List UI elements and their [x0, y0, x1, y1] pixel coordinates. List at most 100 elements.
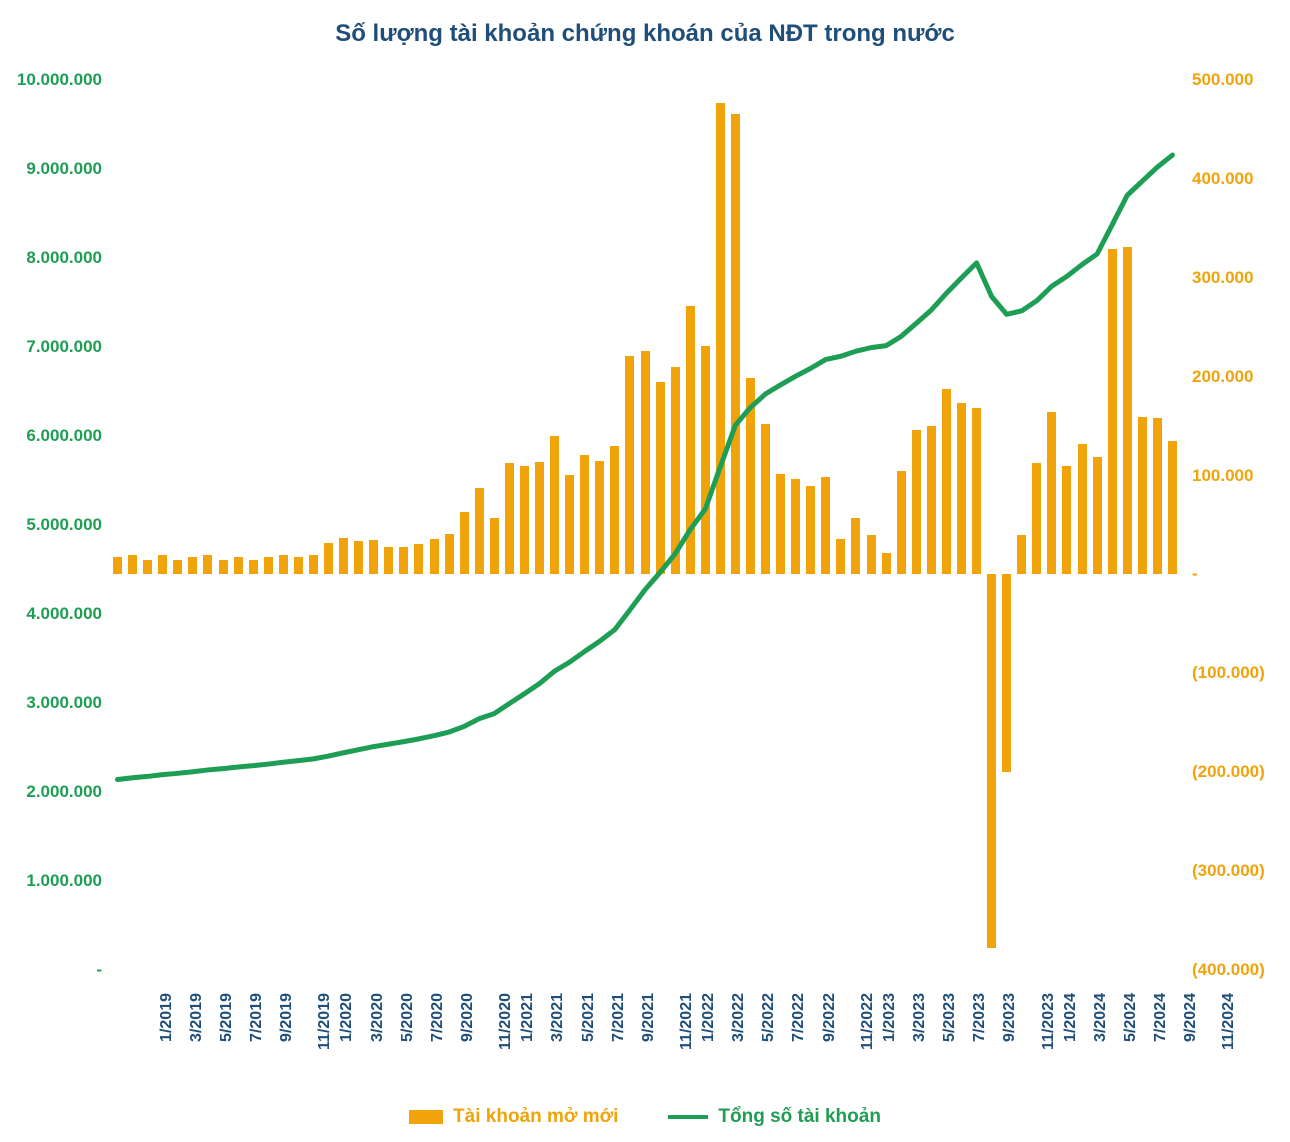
bar [219, 560, 228, 575]
y-left-tick-label: - [96, 960, 102, 980]
bar [324, 543, 333, 575]
bar [279, 555, 288, 575]
x-tick-label: 1/2022 [700, 993, 718, 1042]
bar [1047, 412, 1056, 574]
bar [505, 463, 514, 575]
y-left-tick-label: 6.000.000 [26, 426, 102, 446]
bar [445, 534, 454, 575]
bar [701, 346, 710, 574]
x-tick-label: 1/2023 [881, 993, 899, 1042]
y-left-tick-label: 8.000.000 [26, 248, 102, 268]
chart-title: Số lượng tài khoản chứng khoán của NĐT t… [0, 20, 1290, 48]
bar [264, 557, 273, 575]
bar [686, 306, 695, 574]
y-right-tick-label: - [1192, 564, 1198, 584]
bar [1093, 457, 1102, 575]
y-left-tick-label: 5.000.000 [26, 515, 102, 535]
y-right-tick-label: 200.000 [1192, 367, 1253, 387]
bar [927, 426, 936, 574]
x-tick-label: 11/2024 [1220, 993, 1238, 1050]
chart-container: Số lượng tài khoản chứng khoán của NĐT t… [0, 0, 1290, 1142]
x-tick-label: 3/2019 [188, 993, 206, 1042]
bar [249, 560, 258, 575]
y-right-tick-label: (400.000) [1192, 960, 1265, 980]
bar [354, 541, 363, 575]
x-tick-label: 9/2022 [821, 993, 839, 1042]
bar [430, 539, 439, 575]
x-tick-label: 7/2022 [790, 993, 808, 1042]
legend-item-bars: Tài khoản mở mới [409, 1106, 618, 1128]
bar [535, 462, 544, 575]
bar [1078, 444, 1087, 575]
x-tick-label: 7/2019 [248, 993, 266, 1042]
x-tick-label: 9/2024 [1182, 993, 1200, 1042]
bar [791, 479, 800, 575]
bar [309, 555, 318, 575]
x-tick-label: 5/2019 [218, 993, 236, 1042]
bar [460, 512, 469, 574]
bar [942, 389, 951, 575]
y-right-tick-label: 100.000 [1192, 466, 1253, 486]
bar [143, 560, 152, 575]
x-tick-label: 1/2020 [338, 993, 356, 1042]
x-tick-label: 1/2019 [157, 993, 175, 1042]
bar [1062, 466, 1071, 575]
bar [339, 538, 348, 575]
bar [1032, 463, 1041, 575]
bar [836, 539, 845, 575]
bar [761, 424, 770, 574]
bar [520, 466, 529, 575]
x-tick-label: 11/2020 [497, 993, 515, 1050]
x-tick-label: 7/2021 [610, 993, 628, 1042]
bar [1153, 418, 1162, 574]
x-tick-label: 11/2022 [859, 993, 877, 1050]
x-tick-label: 3/2020 [368, 993, 386, 1042]
legend-line-swatch [668, 1115, 708, 1119]
y-left-tick-label: 1.000.000 [26, 871, 102, 891]
legend-bars-label: Tài khoản mở mới [453, 1106, 618, 1128]
bar [625, 356, 634, 575]
bar [776, 474, 785, 575]
bar [1017, 535, 1026, 575]
x-tick-label: 5/2020 [399, 993, 417, 1042]
y-left-tick-label: 9.000.000 [26, 159, 102, 179]
bar [746, 378, 755, 575]
bar [1168, 441, 1177, 575]
x-tick-label: 7/2020 [429, 993, 447, 1042]
y-right-tick-label: 300.000 [1192, 268, 1253, 288]
x-tick-label: 3/2024 [1092, 993, 1110, 1042]
bar [867, 535, 876, 575]
x-tick-label: 1/2024 [1062, 993, 1080, 1042]
bar [550, 436, 559, 574]
bar [1123, 247, 1132, 574]
legend-line-label: Tổng số tài khoản [718, 1106, 881, 1128]
bar [912, 430, 921, 574]
bar [610, 446, 619, 575]
legend-item-line: Tổng số tài khoản [668, 1106, 881, 1128]
y-right-tick-label: 400.000 [1192, 169, 1253, 189]
bar [806, 486, 815, 574]
bar [490, 518, 499, 574]
x-tick-label: 9/2021 [640, 993, 658, 1042]
x-tick-label: 11/2023 [1040, 993, 1058, 1050]
y-left-tick-label: 2.000.000 [26, 782, 102, 802]
bar [188, 557, 197, 575]
bar [173, 560, 182, 575]
x-tick-label: 5/2021 [579, 993, 597, 1042]
y-right-tick-label: (300.000) [1192, 861, 1265, 881]
bar [1002, 574, 1011, 772]
bar [414, 544, 423, 575]
legend-bars-swatch [409, 1110, 443, 1124]
bar [641, 351, 650, 574]
bar [1108, 249, 1117, 574]
y-left-tick-label: 3.000.000 [26, 693, 102, 713]
x-tick-label: 3/2023 [911, 993, 929, 1042]
x-tick-label: 9/2023 [1001, 993, 1019, 1042]
bar [987, 574, 996, 948]
bar [972, 408, 981, 574]
bar [384, 547, 393, 575]
x-tick-label: 11/2021 [678, 993, 696, 1050]
bar [731, 114, 740, 575]
bar [369, 540, 378, 575]
x-tick-label: 3/2022 [730, 993, 748, 1042]
